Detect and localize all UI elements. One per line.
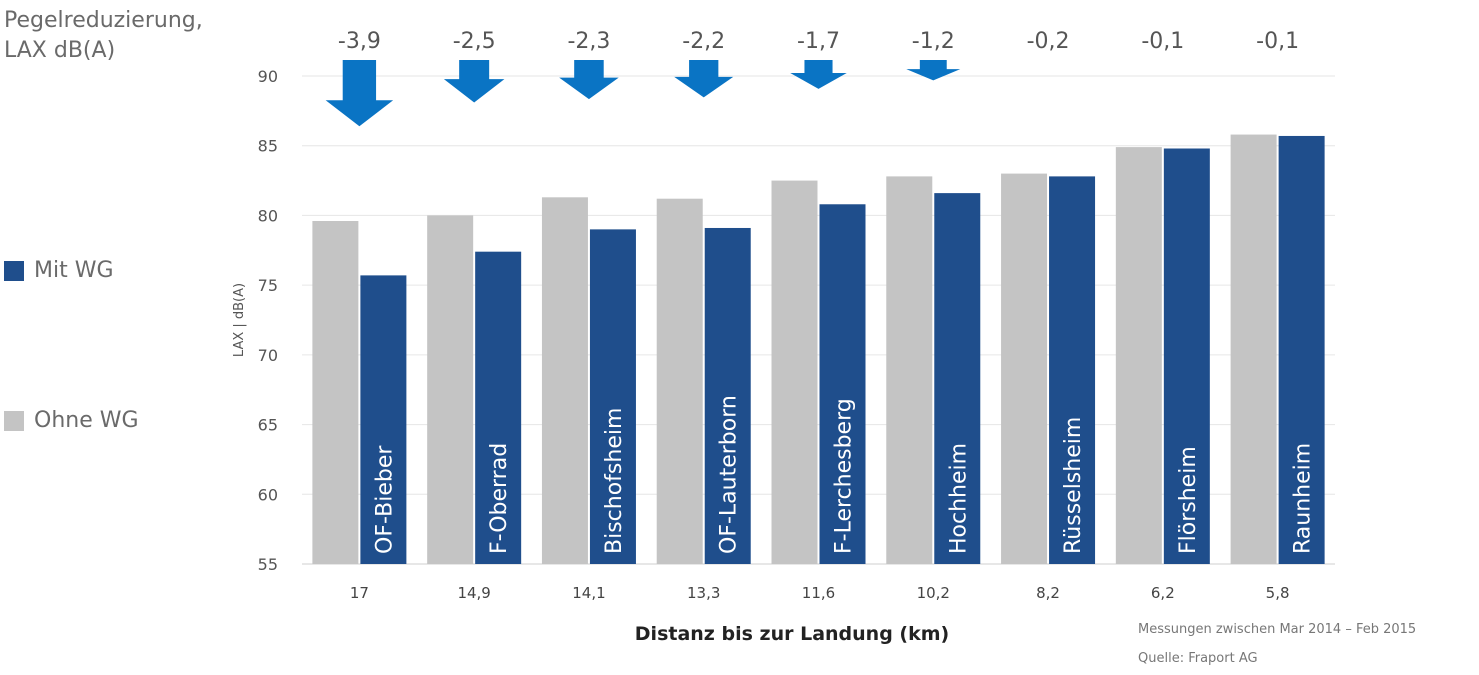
reduction-arrow-icon bbox=[790, 60, 847, 89]
reduction-arrow-icon bbox=[443, 60, 505, 103]
location-label: Raunheim bbox=[1291, 443, 1316, 554]
location-label: OF-Bieber bbox=[372, 445, 397, 554]
reduction-value: -0,1 bbox=[1256, 29, 1299, 54]
y-tick-label: 85 bbox=[258, 137, 278, 156]
reduction-value: -2,5 bbox=[453, 29, 496, 54]
x-tick-label: 14,1 bbox=[572, 584, 605, 602]
bar-ohne-wg bbox=[1230, 134, 1277, 564]
location-label: F-Oberrad bbox=[487, 443, 512, 554]
bar-ohne-wg bbox=[886, 176, 933, 565]
bar-mit-wg bbox=[1049, 176, 1096, 565]
bar-mit-wg bbox=[475, 251, 522, 564]
bar-mit-wg bbox=[589, 229, 636, 564]
legend-label-mit-wg: Mit WG bbox=[34, 258, 114, 283]
location-label: Rüsselsheim bbox=[1061, 417, 1086, 554]
reduction-label-line2: LAX dB(A) bbox=[4, 38, 116, 63]
location-label: Flörsheim bbox=[1176, 446, 1201, 554]
location-label: Bischofsheim bbox=[602, 408, 627, 554]
location-label: Hochheim bbox=[946, 443, 971, 554]
reduction-value: -0,2 bbox=[1027, 29, 1070, 54]
location-label: OF-Lauterborn bbox=[717, 395, 742, 554]
x-tick-label: 11,6 bbox=[802, 584, 835, 602]
reduction-value: -1,7 bbox=[797, 29, 840, 54]
y-tick-label: 60 bbox=[258, 485, 278, 504]
legend-label-ohne-wg: Ohne WG bbox=[34, 408, 139, 433]
legend-swatch-mit-wg bbox=[4, 260, 24, 281]
bar-mit-wg bbox=[704, 227, 751, 564]
legend-item-ohne-wg: Ohne WG bbox=[4, 408, 139, 433]
x-tick-label: 10,2 bbox=[917, 584, 950, 602]
reduction-value: -3,9 bbox=[338, 29, 381, 54]
bar-ohne-wg bbox=[312, 221, 359, 564]
x-tick-label: 6,2 bbox=[1151, 584, 1175, 602]
legend-item-mit-wg: Mit WG bbox=[4, 258, 114, 283]
x-axis-title: Distanz bis zur Landung (km) bbox=[635, 623, 949, 645]
reduction-arrow-icon bbox=[674, 60, 734, 98]
y-tick-label: 75 bbox=[258, 276, 278, 295]
bar-ohne-wg bbox=[541, 197, 588, 564]
y-tick-label: 65 bbox=[258, 416, 278, 435]
reduction-label-line1: Pegelreduzierung, bbox=[4, 8, 203, 33]
bar-mit-wg bbox=[1163, 148, 1210, 564]
bar-mit-wg bbox=[360, 275, 407, 564]
bar-ohne-wg bbox=[771, 180, 818, 565]
y-tick-label: 80 bbox=[258, 206, 278, 225]
bar-mit-wg bbox=[819, 204, 866, 564]
bar-mit-wg bbox=[934, 193, 981, 564]
location-label: F-Lerchesberg bbox=[832, 398, 857, 554]
y-tick-label: 90 bbox=[258, 67, 278, 86]
y-tick-label: 70 bbox=[258, 346, 278, 365]
x-tick-label: 14,9 bbox=[457, 584, 490, 602]
reduction-value: -1,2 bbox=[912, 29, 955, 54]
reduction-arrow-icon bbox=[559, 60, 619, 100]
y-axis-label: LAX | dB(A) bbox=[232, 283, 247, 357]
reduction-arrow-icon bbox=[325, 60, 394, 127]
x-tick-label: 5,8 bbox=[1266, 584, 1290, 602]
bar-ohne-wg bbox=[1001, 173, 1048, 564]
source-note: Quelle: Fraport AG bbox=[1138, 651, 1258, 666]
reduction-value: -0,1 bbox=[1141, 29, 1184, 54]
legend-swatch-ohne-wg bbox=[4, 410, 24, 431]
reduction-axis-label: Pegelreduzierung, LAX dB(A) bbox=[4, 6, 203, 66]
bar-ohne-wg bbox=[656, 198, 703, 564]
measurement-period-note: Messungen zwischen Mar 2014 – Feb 2015 bbox=[1138, 622, 1417, 637]
bar-mit-wg bbox=[1278, 135, 1325, 564]
bar-ohne-wg bbox=[427, 215, 474, 564]
reduction-value: -2,3 bbox=[567, 29, 610, 54]
y-tick-label: 55 bbox=[258, 555, 278, 574]
x-tick-label: 8,2 bbox=[1036, 584, 1060, 602]
reduction-value: -2,2 bbox=[682, 29, 725, 54]
x-tick-label: 13,3 bbox=[687, 584, 720, 602]
bar-ohne-wg bbox=[1115, 147, 1162, 564]
x-tick-label: 17 bbox=[350, 584, 369, 602]
reduction-arrow-icon bbox=[906, 60, 961, 81]
